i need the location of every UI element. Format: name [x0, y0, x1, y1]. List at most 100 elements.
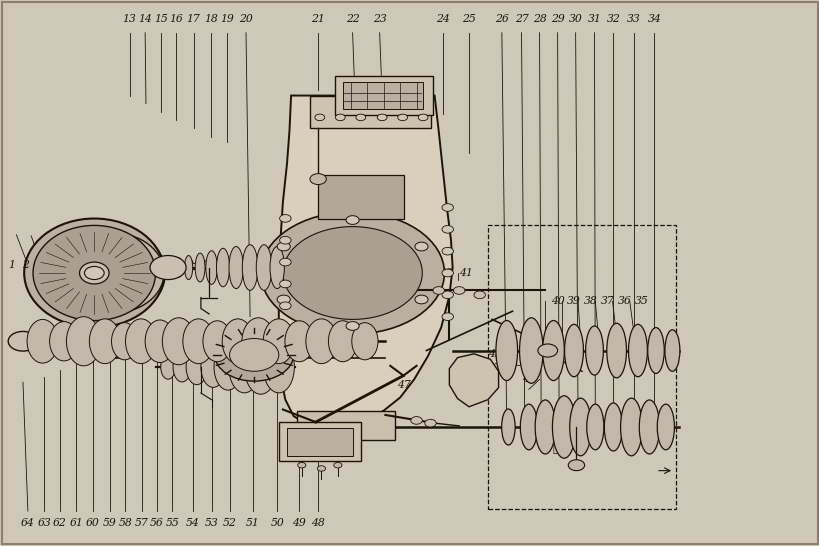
Text: 28: 28 [532, 14, 545, 24]
Text: 27: 27 [514, 14, 527, 24]
Polygon shape [449, 354, 498, 407]
Text: 20: 20 [239, 14, 252, 24]
Text: 47: 47 [396, 380, 410, 390]
Text: 60: 60 [86, 518, 99, 528]
Circle shape [473, 291, 485, 299]
Text: 6: 6 [138, 260, 144, 270]
Text: 30: 30 [568, 14, 581, 24]
Ellipse shape [175, 258, 182, 277]
Text: 52: 52 [223, 518, 236, 528]
Ellipse shape [328, 321, 357, 361]
Ellipse shape [285, 321, 314, 361]
Ellipse shape [519, 318, 542, 383]
Text: 8: 8 [170, 260, 177, 270]
Ellipse shape [244, 340, 277, 394]
Text: 49: 49 [292, 518, 305, 528]
Bar [310, 96, 431, 128]
Ellipse shape [66, 317, 101, 366]
Text: 29: 29 [550, 14, 563, 24]
Text: 31: 31 [587, 14, 600, 24]
Circle shape [277, 295, 290, 304]
Text: 53: 53 [205, 518, 218, 528]
Text: 16: 16 [170, 14, 183, 24]
Text: 26: 26 [495, 14, 508, 24]
Ellipse shape [535, 400, 554, 454]
Text: 41: 41 [459, 268, 472, 278]
Text: 37: 37 [600, 296, 613, 306]
Text: 19: 19 [220, 14, 233, 24]
Text: 24: 24 [436, 14, 449, 24]
Text: 12: 12 [235, 260, 248, 270]
Circle shape [279, 215, 291, 222]
Ellipse shape [214, 344, 242, 390]
Ellipse shape [639, 400, 658, 454]
Text: 43: 43 [488, 349, 501, 359]
Ellipse shape [256, 245, 272, 290]
Bar [342, 82, 423, 109]
Circle shape [279, 236, 291, 244]
Circle shape [410, 417, 422, 424]
Circle shape [424, 419, 436, 427]
Ellipse shape [604, 403, 622, 451]
Circle shape [310, 174, 326, 185]
Ellipse shape [606, 323, 626, 378]
Text: 48: 48 [311, 518, 324, 528]
Circle shape [279, 280, 291, 288]
Circle shape [441, 247, 453, 255]
Circle shape [355, 114, 365, 121]
Ellipse shape [206, 251, 217, 284]
Text: 38: 38 [583, 296, 596, 306]
Circle shape [377, 114, 387, 121]
Text: 40: 40 [550, 296, 563, 306]
Text: 64: 64 [21, 518, 34, 528]
Ellipse shape [25, 218, 165, 328]
Circle shape [441, 313, 453, 321]
Circle shape [317, 466, 325, 471]
Circle shape [414, 295, 428, 304]
Ellipse shape [620, 398, 641, 456]
Text: 62: 62 [53, 518, 66, 528]
Circle shape [279, 258, 291, 266]
Ellipse shape [501, 409, 514, 445]
Text: 21: 21 [311, 14, 324, 24]
Ellipse shape [195, 253, 205, 282]
Ellipse shape [216, 248, 229, 287]
Text: 56: 56 [150, 518, 163, 528]
Circle shape [418, 114, 428, 121]
Ellipse shape [552, 396, 575, 458]
Ellipse shape [186, 349, 207, 384]
Circle shape [283, 227, 422, 319]
Ellipse shape [242, 245, 258, 290]
Circle shape [297, 462, 305, 468]
Ellipse shape [79, 262, 109, 284]
Ellipse shape [222, 319, 253, 364]
Ellipse shape [664, 330, 679, 371]
Circle shape [335, 114, 345, 121]
Text: 5: 5 [70, 260, 76, 270]
Ellipse shape [89, 319, 120, 364]
Bar [278, 422, 360, 461]
Text: 59: 59 [103, 518, 116, 528]
Text: 1: 1 [8, 260, 15, 270]
Ellipse shape [203, 321, 232, 361]
Text: 50: 50 [270, 518, 283, 528]
Text: 䌚: 䌚 [552, 444, 559, 454]
Text: 55: 55 [165, 518, 179, 528]
Circle shape [150, 256, 186, 280]
Ellipse shape [263, 341, 294, 393]
Text: 10: 10 [201, 260, 214, 270]
Bar [487, 225, 676, 509]
Text: 7: 7 [154, 260, 161, 270]
Text: 25: 25 [462, 14, 475, 24]
Text: 42: 42 [439, 268, 452, 278]
Text: 11: 11 [217, 260, 230, 270]
Text: 34: 34 [647, 14, 660, 24]
Circle shape [441, 225, 453, 233]
Text: 32: 32 [606, 14, 619, 24]
Ellipse shape [229, 341, 260, 393]
Circle shape [260, 212, 444, 334]
Ellipse shape [161, 355, 175, 379]
Ellipse shape [125, 319, 156, 364]
Ellipse shape [627, 324, 647, 377]
Text: 15: 15 [154, 14, 167, 24]
